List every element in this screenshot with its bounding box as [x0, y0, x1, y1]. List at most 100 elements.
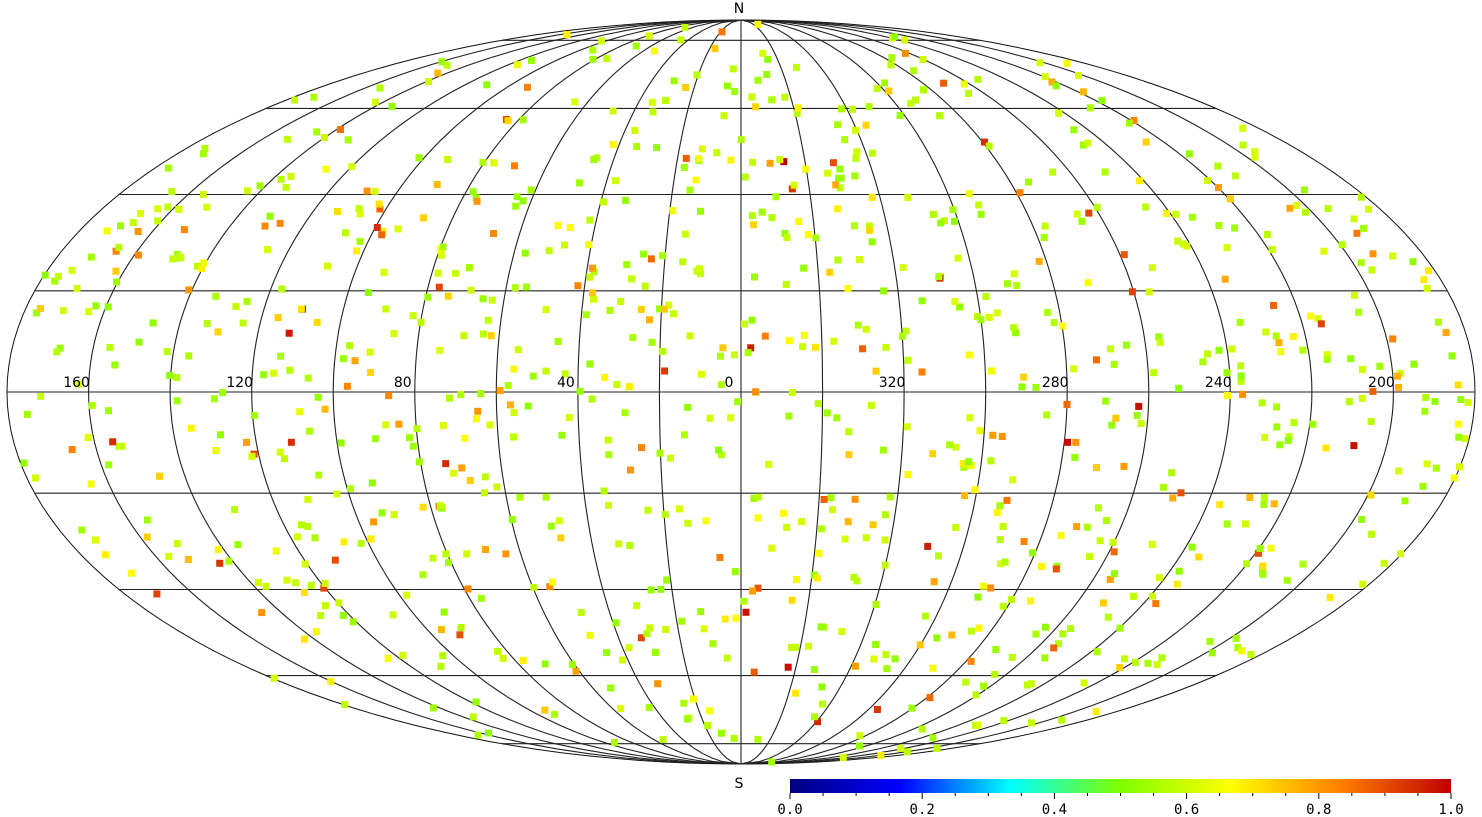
source-marker	[547, 522, 555, 530]
source-marker	[1275, 339, 1283, 347]
source-marker	[812, 343, 819, 351]
source-marker	[692, 176, 700, 184]
source-marker	[1130, 117, 1138, 124]
source-marker	[1299, 560, 1307, 568]
source-marker	[598, 37, 606, 45]
source-marker	[542, 306, 550, 314]
source-marker	[989, 431, 997, 439]
source-marker	[852, 154, 860, 162]
source-marker	[962, 678, 970, 686]
source-marker	[92, 536, 99, 544]
source-marker	[1237, 372, 1245, 380]
source-marker	[1120, 251, 1128, 259]
source-marker	[490, 230, 497, 237]
source-marker	[390, 330, 398, 338]
source-marker	[376, 205, 384, 213]
source-marker	[1093, 464, 1100, 472]
source-marker	[1070, 365, 1078, 373]
source-marker	[32, 474, 39, 482]
source-marker	[420, 214, 428, 222]
source-marker	[1216, 501, 1224, 509]
source-marker	[800, 331, 808, 339]
source-marker	[1020, 373, 1028, 381]
source-marker	[1365, 205, 1373, 213]
source-marker	[1258, 399, 1266, 407]
source-marker	[479, 295, 487, 303]
source-marker	[435, 283, 443, 291]
source-marker	[415, 458, 423, 466]
source-marker	[457, 391, 465, 399]
source-marker	[1145, 288, 1153, 296]
source-marker	[993, 309, 1001, 317]
source-marker	[297, 305, 305, 313]
source-marker	[1128, 288, 1136, 296]
source-marker	[481, 489, 488, 497]
source-marker	[856, 732, 864, 740]
source-marker	[577, 609, 585, 616]
source-marker	[1050, 644, 1058, 652]
source-marker	[1020, 538, 1028, 545]
source-marker	[1086, 553, 1094, 561]
source-marker	[588, 395, 596, 403]
longitude-labels: 160 120 80 40 0 320 280 240 200	[63, 375, 1395, 391]
source-marker	[852, 126, 860, 134]
source-marker	[1148, 540, 1156, 548]
source-marker	[343, 382, 351, 390]
source-marker	[1158, 654, 1166, 662]
source-marker	[472, 698, 480, 706]
source-marker	[686, 332, 694, 340]
source-marker	[563, 31, 571, 39]
source-marker	[1223, 244, 1231, 252]
source-marker	[118, 442, 126, 450]
source-marker	[625, 383, 633, 391]
source-marker	[346, 342, 354, 350]
source-marker	[885, 87, 893, 95]
source-marker	[351, 357, 359, 365]
source-marker	[1283, 576, 1291, 584]
source-marker	[684, 519, 692, 527]
source-marker	[640, 250, 648, 258]
source-marker	[1285, 433, 1293, 441]
source-marker	[378, 509, 386, 517]
source-marker	[542, 493, 550, 501]
source-marker	[200, 259, 208, 267]
source-marker	[184, 556, 192, 563]
source-marker	[853, 577, 861, 585]
source-marker	[601, 374, 609, 381]
source-marker	[1273, 403, 1281, 411]
source-marker	[53, 348, 61, 356]
source-marker	[589, 264, 596, 272]
source-marker	[1215, 222, 1223, 229]
source-marker	[824, 169, 832, 177]
source-marker	[695, 155, 702, 163]
source-marker	[444, 292, 452, 300]
source-marker	[425, 78, 433, 86]
source-marker	[1185, 150, 1193, 158]
source-marker	[1177, 489, 1185, 497]
source-marker	[904, 471, 912, 478]
source-marker	[286, 366, 294, 374]
source-marker	[951, 217, 958, 225]
source-marker	[1013, 282, 1021, 289]
source-marker	[508, 516, 516, 524]
source-marker	[460, 332, 468, 340]
source-marker	[1003, 496, 1011, 504]
source-marker	[780, 509, 787, 517]
source-marker	[243, 438, 250, 446]
source-marker	[1052, 565, 1060, 573]
source-marker	[322, 165, 330, 173]
source-marker	[287, 438, 295, 446]
source-marker	[718, 729, 725, 737]
source-marker	[1367, 418, 1375, 425]
source-marker	[1226, 195, 1234, 203]
source-marker	[659, 347, 667, 355]
source-marker	[1049, 168, 1057, 176]
source-marker	[965, 190, 973, 198]
source-marker	[1260, 501, 1268, 508]
source-marker	[1320, 247, 1328, 255]
source-marker	[314, 393, 322, 401]
source-marker	[888, 54, 896, 62]
source-marker	[1357, 193, 1365, 201]
source-marker	[429, 704, 437, 712]
source-marker	[723, 654, 731, 662]
